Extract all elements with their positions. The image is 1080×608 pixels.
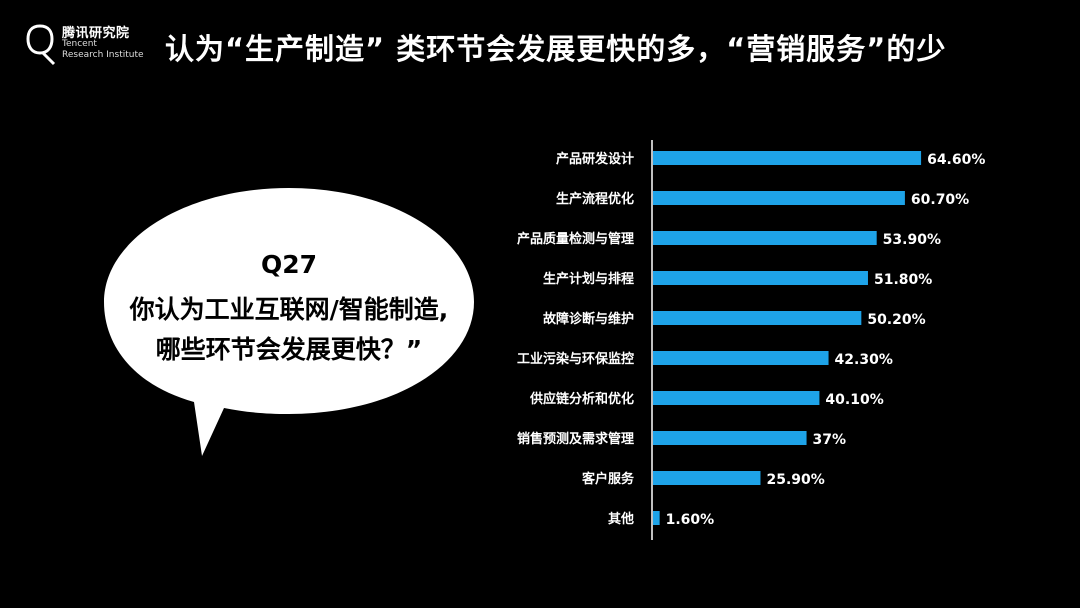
value-label: 53.90% <box>883 232 941 248</box>
bar-chart: 产品研发设计 64.60% 生产流程优化 60.70% 产品质量检测与管理 53.90% 生… <box>460 130 1060 550</box>
category-label: 产品研发设计 <box>556 151 634 167</box>
brand-name-en-line1: Tencent <box>62 39 97 49</box>
value-label: 40.10% <box>825 392 883 408</box>
bar <box>653 351 829 365</box>
question-id: Q27 <box>260 250 318 279</box>
value-label: 42.30% <box>835 352 893 368</box>
brand-name-en: Tencent Research Institute <box>62 39 144 61</box>
category-label: 产品质量检测与管理 <box>517 231 634 247</box>
bar <box>653 511 660 525</box>
bar <box>653 391 820 405</box>
bar <box>653 231 877 245</box>
value-label: 51.80% <box>874 272 932 288</box>
bar <box>653 151 922 165</box>
category-label: 供应链分析和优化 <box>529 391 634 407</box>
value-label: 60.70% <box>911 192 969 208</box>
page-title: 认为“生产制造” 类环节会发展更快的多，“营销服务”的少 <box>165 32 947 66</box>
brand-logo: 腾讯研究院 Tencent Research Institute <box>24 22 164 68</box>
category-label: 生产流程优化 <box>556 191 634 207</box>
brand-name-cn: 腾讯研究院 <box>62 26 130 41</box>
category-label: 工业污染与环保监控 <box>517 351 634 367</box>
brand-name-en-line2: Research Institute <box>62 50 144 60</box>
value-label: 50.20% <box>867 312 925 328</box>
value-label: 37% <box>813 432 847 448</box>
tencent-logo-icon <box>26 24 56 66</box>
category-label: 生产计划与排程 <box>543 271 634 287</box>
category-label: 其他 <box>608 511 634 527</box>
bar <box>653 311 862 325</box>
question-line-1: 你认为工业互联网/智能制造, <box>129 295 449 324</box>
category-label: 客户服务 <box>582 471 635 487</box>
bar <box>653 431 807 445</box>
bar <box>653 191 905 205</box>
bar-chart-svg: 产品研发设计 64.60% 生产流程优化 60.70% 产品质量检测与管理 53.90% 生… <box>517 140 985 540</box>
speech-bubble-shape <box>104 188 474 456</box>
category-label: 销售预测及需求管理 <box>517 431 634 447</box>
value-label: 64.60% <box>927 152 985 168</box>
speech-bubble: Q27 你认为工业互联网/智能制造, 哪些环节会发展更快？” <box>94 180 484 465</box>
value-label: 1.60% <box>666 512 715 528</box>
question-line-2: 哪些环节会发展更快？” <box>155 335 423 364</box>
value-label: 25.90% <box>766 472 824 488</box>
bar <box>653 471 761 485</box>
bar <box>653 271 868 285</box>
category-label: 故障诊断与维护 <box>543 311 634 327</box>
